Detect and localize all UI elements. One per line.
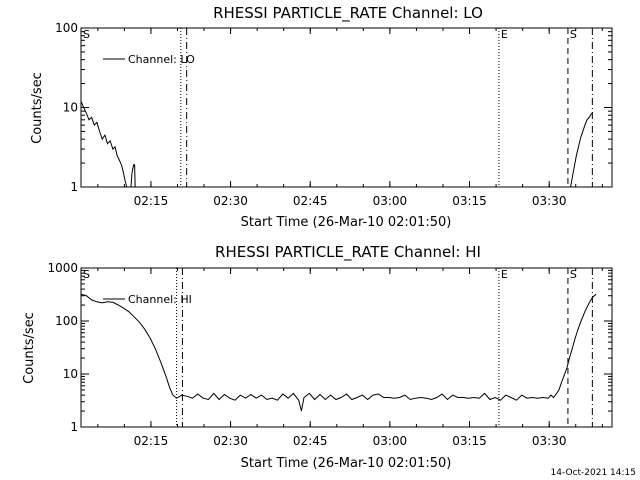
- event-marker-label: E: [501, 268, 508, 281]
- event-marker-label: S: [83, 268, 90, 281]
- legend: Channel: HI: [103, 293, 192, 306]
- y-tick-label: 100: [55, 21, 78, 35]
- generation-timestamp: 14-Oct-2021 14:15: [551, 468, 636, 478]
- y-tick-label: 10: [63, 101, 78, 115]
- x-tick-label: 03:15: [452, 434, 487, 448]
- y-axis: 1 10 100: [55, 21, 612, 194]
- series-line: [570, 111, 594, 188]
- chart-panel-hi: RHESSI PARTICLE_RATE Channel: HI 02:15 02…: [22, 243, 613, 471]
- event-marker-label: S: [570, 268, 577, 281]
- x-tick-label: 03:30: [532, 434, 567, 448]
- x-axis-label: Start Time (26-Mar-10 02:01:50): [241, 215, 452, 230]
- chart-panel-lo: RHESSI PARTICLE_RATE Channel: LO 02:15 02…: [30, 4, 613, 230]
- y-tick-label: 100: [55, 314, 78, 328]
- x-tick-label: 03:00: [373, 194, 408, 208]
- x-tick-label: 03:15: [452, 194, 487, 208]
- y-tick-label: 1: [70, 180, 78, 194]
- x-axis: 02:15 02:30 02:45 03:00 03:15 03:30: [97, 268, 603, 448]
- y-axis: 1 10 100 1000: [47, 261, 612, 434]
- chart-title: RHESSI PARTICLE_RATE Channel: HI: [215, 243, 481, 262]
- x-axis-label: Start Time (26-Mar-10 02:01:50): [241, 456, 452, 471]
- legend-label: Channel: HI: [128, 293, 192, 306]
- x-tick-label: 02:15: [134, 434, 169, 448]
- x-tick-label: 02:45: [293, 434, 328, 448]
- series-lines: [80, 293, 597, 412]
- series-line: [80, 101, 128, 188]
- y-axis-label: Counts/sec: [30, 72, 45, 144]
- x-tick-label: 02:45: [293, 194, 328, 208]
- plot-frame: [80, 267, 613, 428]
- event-marker-label: S: [83, 28, 90, 41]
- x-tick-label: 02:30: [213, 194, 248, 208]
- x-tick-label: 02:15: [134, 194, 169, 208]
- series-line: [80, 293, 597, 412]
- legend-label: Channel: LO: [128, 53, 195, 66]
- event-marker-label: E: [501, 28, 508, 41]
- y-axis-label: Counts/sec: [22, 312, 37, 384]
- legend: Channel: LO: [103, 53, 195, 66]
- series-line: [130, 164, 136, 188]
- series-lines: [80, 101, 594, 188]
- event-marker-label: S: [570, 28, 577, 41]
- y-tick-label: 1000: [47, 261, 78, 275]
- x-tick-label: 03:00: [373, 434, 408, 448]
- chart-title: RHESSI PARTICLE_RATE Channel: LO: [213, 4, 483, 23]
- y-tick-label: 1: [70, 420, 78, 434]
- x-tick-label: 02:30: [213, 434, 248, 448]
- x-axis: 02:15 02:30 02:45 03:00 03:15 03:30: [97, 28, 603, 208]
- plot-frame: [80, 27, 613, 188]
- y-tick-label: 10: [63, 367, 78, 381]
- x-tick-label: 03:30: [532, 194, 567, 208]
